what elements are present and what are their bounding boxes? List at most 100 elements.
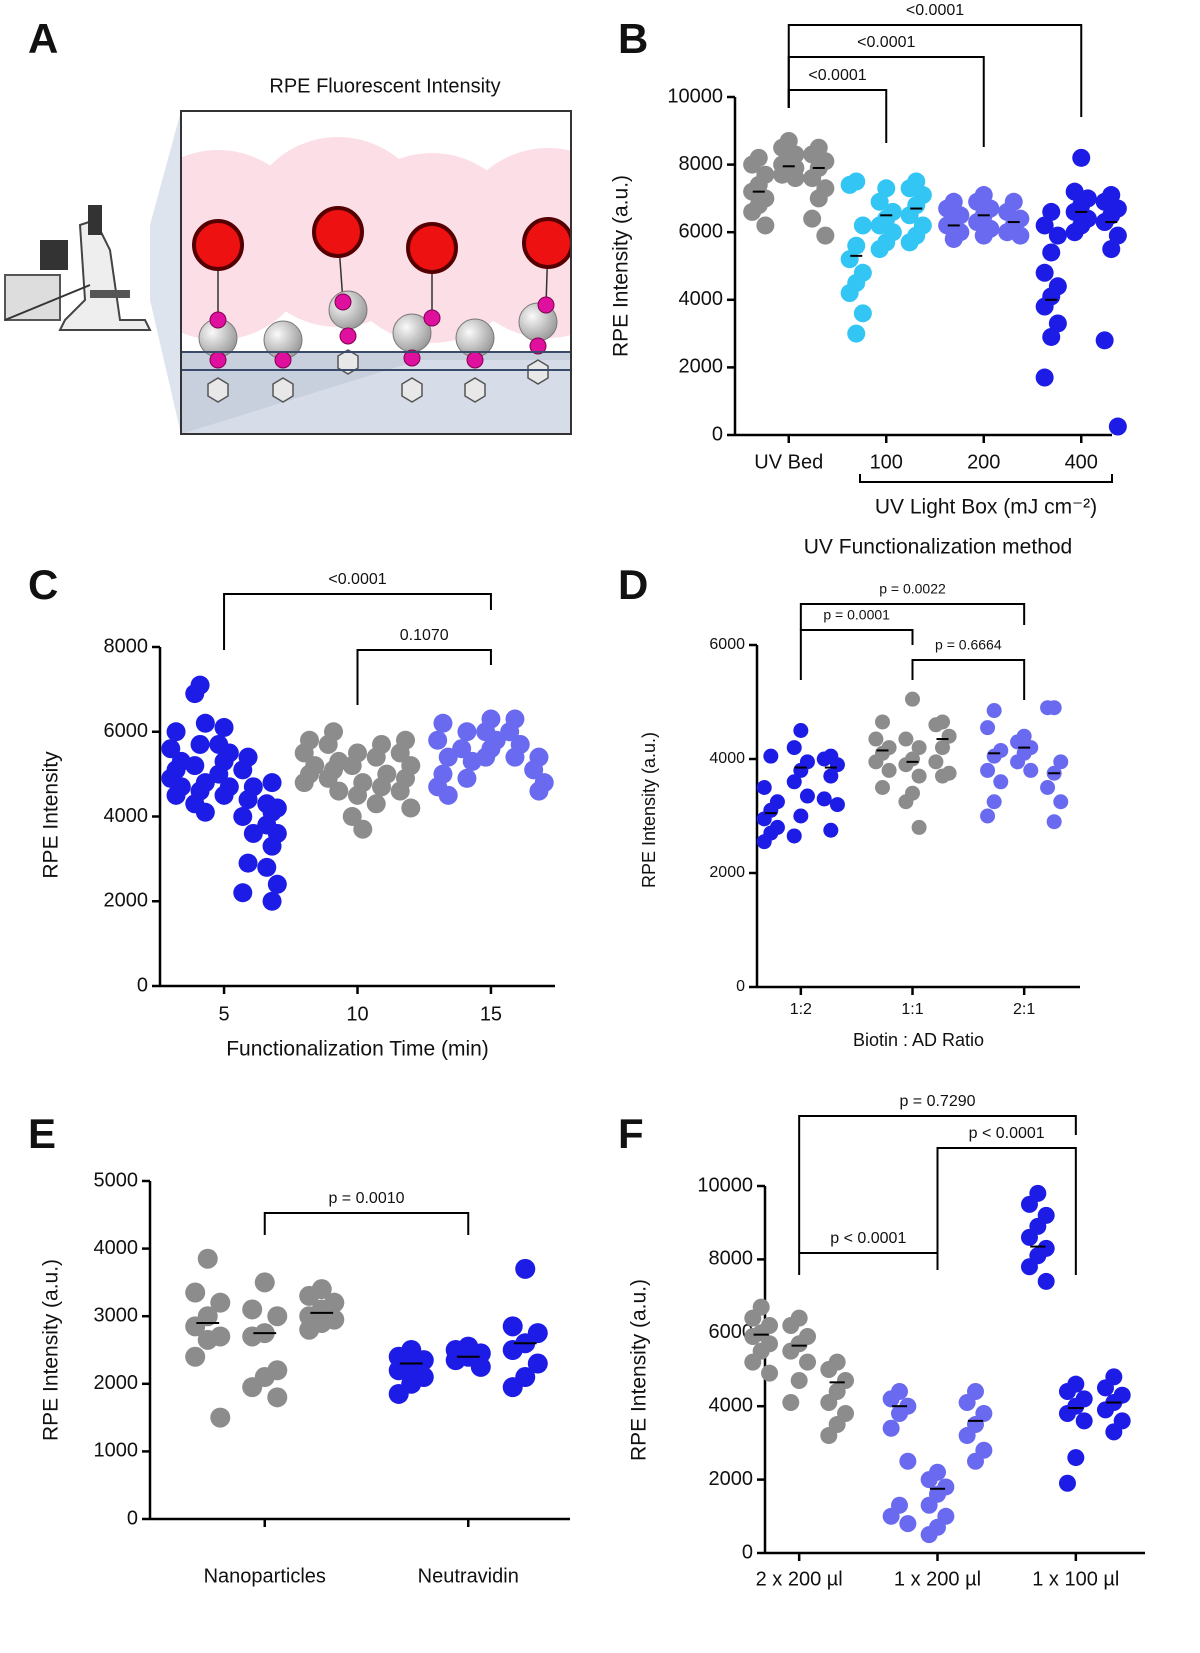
data-point: [233, 883, 253, 903]
data-point: [1096, 1379, 1114, 1397]
data-point: [986, 703, 1002, 719]
data-point: [882, 1419, 900, 1437]
illustration-title: RPE Fluorescent Intensity: [269, 75, 500, 97]
x-axis-label: Functionalization Time (min): [226, 1038, 489, 1061]
data-point: [816, 226, 835, 245]
data-point: [1095, 213, 1114, 232]
data-point: [257, 857, 277, 877]
data-point: [209, 764, 229, 784]
data-point: [1042, 243, 1061, 262]
data-point: [294, 743, 314, 763]
data-point: [242, 1377, 263, 1398]
data-point: [911, 768, 927, 784]
panel-letter: D: [618, 561, 648, 608]
panel-letter: F: [618, 1110, 644, 1157]
data-point: [744, 1327, 762, 1345]
data-point: [928, 717, 944, 733]
data-point: [816, 791, 832, 807]
y-tick-label: 4000: [709, 1394, 754, 1416]
data-point: [1053, 754, 1069, 770]
data-point: [267, 1306, 288, 1327]
data-point: [1067, 1449, 1085, 1467]
data-point: [898, 731, 914, 747]
data-point: [342, 807, 362, 826]
data-point: [868, 731, 884, 747]
data-point: [790, 1372, 808, 1390]
data-point: [238, 853, 258, 873]
y-tick-label: 0: [712, 423, 723, 445]
x-tick-label: 100: [870, 451, 903, 473]
data-point: [185, 756, 205, 776]
data-point: [1095, 331, 1114, 350]
y-tick-label: 10000: [697, 1174, 753, 1196]
x-tick-label: 400: [1065, 451, 1098, 473]
group-bracket: [859, 474, 1113, 483]
data-point: [823, 822, 839, 838]
data-point: [342, 756, 362, 776]
data-point: [935, 768, 950, 784]
data-point: [840, 284, 859, 303]
data-point: [366, 794, 386, 814]
data-point: [803, 169, 822, 188]
data-point: [1010, 734, 1026, 750]
data-point: [1042, 202, 1061, 221]
data-point: [1108, 226, 1127, 245]
data-point: [911, 819, 927, 835]
data-point: [786, 169, 805, 188]
light-cone: [150, 111, 181, 434]
data-point: [782, 1316, 800, 1334]
y-axis-label: RPE Intensity: [40, 751, 63, 879]
data-point: [1035, 297, 1054, 316]
data-point: [1102, 240, 1121, 259]
data-point: [743, 155, 762, 174]
data-point: [388, 1383, 409, 1404]
panel-a-illustration: A RPE Fluorescent Intensity: [4, 15, 572, 435]
data-point: [529, 781, 549, 801]
data-point: [1108, 417, 1127, 436]
data-point: [527, 1353, 548, 1374]
data-point: [353, 819, 373, 839]
significance-bracket: [798, 1115, 1077, 1253]
data-point: [294, 773, 314, 793]
significance-bracket: [223, 593, 492, 650]
y-tick-label: 0: [137, 974, 148, 996]
x-axis-label: Biotin : AD Ratio: [853, 1030, 984, 1050]
y-tick-label: 2000: [94, 1372, 139, 1394]
y-tick-label: 0: [127, 1507, 138, 1529]
y-tick-label: 0: [742, 1541, 753, 1563]
y-tick-label: 5000: [94, 1169, 139, 1191]
significance-bracket: [799, 603, 1026, 630]
data-point: [898, 794, 914, 810]
data-point: [986, 748, 1002, 764]
data-point: [891, 1405, 908, 1423]
data-point: [816, 751, 832, 767]
data-point: [911, 740, 927, 756]
data-point: [318, 734, 338, 754]
data-point: [502, 1316, 523, 1337]
data-point: [1042, 327, 1061, 346]
data-point: [744, 1309, 762, 1327]
data-point: [870, 240, 889, 259]
data-point: [299, 1285, 320, 1306]
data-point: [457, 722, 477, 742]
data-point: [980, 762, 996, 778]
data-point: [993, 774, 1009, 790]
data-point: [500, 722, 520, 742]
data-point: [1035, 263, 1054, 282]
x-tick-label: 1 x 200 µl: [894, 1568, 981, 1590]
data-point: [1058, 1405, 1076, 1423]
data-point: [823, 768, 839, 784]
data-point: [1020, 1228, 1038, 1246]
data-point: [161, 739, 181, 759]
y-tick-label: 6000: [679, 220, 724, 242]
data-point: [935, 740, 950, 756]
data-point: [438, 785, 458, 805]
y-axis-label: RPE Intensity (a.u.): [639, 732, 659, 888]
data-point: [1053, 794, 1069, 810]
data-point: [756, 811, 772, 827]
data-point: [847, 236, 866, 255]
data-point: [905, 691, 920, 707]
data-point: [166, 722, 186, 742]
data-point: [1011, 226, 1030, 245]
y-tick-label: 8000: [709, 1248, 754, 1270]
